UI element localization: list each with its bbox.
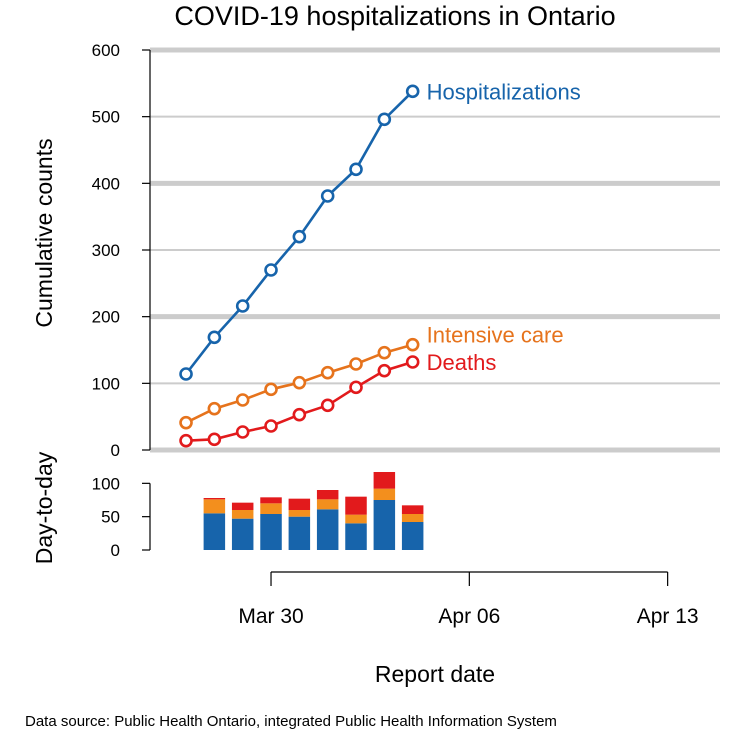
bar-segment (345, 514, 367, 524)
bar-segment (373, 472, 396, 489)
bar-segment (231, 518, 254, 550)
bar-segment (345, 496, 367, 515)
grid-lines (150, 47, 720, 453)
series-point (264, 419, 278, 433)
subplot-y-tick-label: 0 (111, 541, 120, 560)
series-point (292, 407, 307, 422)
y-tick-label: 400 (92, 174, 120, 193)
series-point (405, 355, 420, 369)
bar-segment (260, 503, 282, 514)
series-point (349, 357, 363, 371)
series-label: Intensive care (427, 323, 564, 348)
y-tick-label: 0 (111, 441, 120, 460)
series-point (377, 345, 392, 360)
data-source-note: Data source: Public Health Ontario, inte… (25, 713, 557, 730)
bar-segment (260, 514, 282, 550)
y-tick-label: 200 (92, 308, 120, 327)
y-tick-label: 600 (92, 41, 120, 60)
series-point (405, 84, 420, 99)
series-point (292, 375, 307, 390)
series-label: Deaths (427, 350, 497, 375)
series-point (264, 382, 278, 397)
x-tick-label: Apr 06 (438, 605, 500, 628)
bar-segment (203, 499, 226, 514)
series-point (179, 415, 193, 430)
bar-segment (401, 522, 424, 550)
series-point (320, 365, 335, 380)
bar-segment (231, 502, 254, 510)
y-axis-title: Cumulative counts (31, 138, 57, 327)
bar-segment (316, 490, 339, 500)
series-point (235, 299, 250, 313)
series-point (235, 425, 250, 439)
bar-segment (260, 497, 282, 504)
x-tick-label: Mar 30 (238, 605, 303, 628)
bar-segment (401, 514, 424, 522)
subplot-y-tick-label: 50 (101, 508, 120, 527)
subplot-y-tick-label: 100 (92, 474, 120, 493)
y-tick-label: 500 (92, 108, 120, 127)
series-point (179, 367, 193, 381)
bar-segment (373, 488, 396, 500)
y-tick-label: 100 (92, 374, 120, 393)
series-point (207, 401, 222, 416)
series-point (405, 337, 420, 352)
series-point (179, 433, 193, 448)
series-point (264, 263, 278, 277)
bar-segment (345, 523, 367, 550)
bar-segment (288, 498, 311, 510)
bar-segment (288, 510, 311, 517)
bar-segment (288, 516, 311, 550)
chart-marks: 0 100 200 300 400 500 600 0 50 100 Mar 30 Apr 06 Apr… (92, 41, 699, 628)
series-point (235, 393, 250, 407)
bar-segment (203, 513, 226, 550)
series-point (320, 398, 335, 413)
bar-segment (231, 510, 254, 519)
series-point (349, 162, 363, 177)
series-point (349, 380, 363, 395)
series-point (207, 330, 222, 345)
series-point (377, 363, 392, 378)
series-label: Hospitalizations (427, 79, 581, 104)
bar-segment (316, 509, 339, 550)
x-tick-label: Apr 13 (637, 605, 699, 628)
chart-title: COVID-19 hospitalizations in Ontario (174, 1, 615, 31)
series-point (320, 189, 335, 203)
x-axis-title: Report date (375, 661, 495, 687)
bar-segment (316, 499, 339, 510)
y-tick-label: 300 (92, 241, 120, 260)
series-point (377, 112, 392, 127)
series-point (292, 229, 307, 244)
bar-segment (401, 505, 424, 514)
bar-segment (373, 500, 396, 550)
bar-segment (203, 498, 226, 500)
series-point (207, 432, 222, 447)
subplot-y-axis-title: Day-to-day (31, 451, 57, 564)
